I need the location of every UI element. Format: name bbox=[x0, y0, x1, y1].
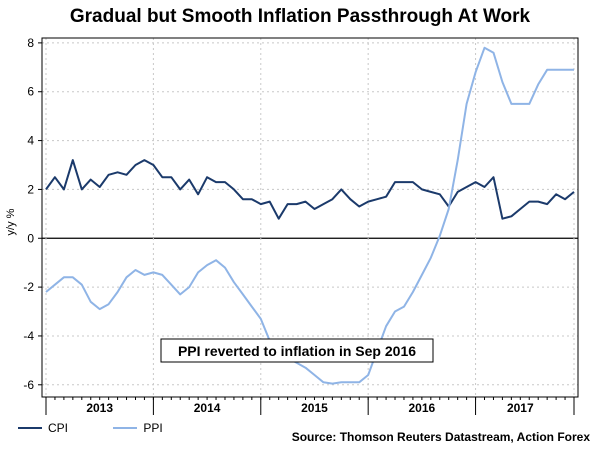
x-year-label: 2013 bbox=[86, 401, 113, 415]
legend-item-ppi: PPI bbox=[113, 421, 163, 435]
legend: CPI PPI bbox=[18, 418, 205, 435]
legend-label-cpi: CPI bbox=[48, 421, 69, 435]
legend-swatch-cpi bbox=[18, 427, 42, 429]
annotation-box bbox=[160, 338, 434, 363]
chart-title: Gradual but Smooth Inflation Passthrough… bbox=[69, 6, 531, 27]
y-tick-label: -6 bbox=[23, 378, 34, 392]
source-note: Source: Thomson Reuters Datastream, Acti… bbox=[291, 430, 590, 444]
plot-frame bbox=[41, 37, 579, 398]
series-line-ppi bbox=[45, 46, 574, 385]
annotation-text: PPI reverted to inflation in Sep 2016 bbox=[178, 343, 416, 359]
legend-swatch-ppi bbox=[113, 427, 138, 429]
y-tick-label: 4 bbox=[27, 134, 34, 148]
x-year-label: 2017 bbox=[507, 401, 534, 415]
legend-item-cpi: CPI bbox=[18, 421, 68, 435]
y-tick-label: 8 bbox=[27, 36, 34, 50]
y-tick-label: 0 bbox=[27, 231, 34, 245]
y-tick-label: -2 bbox=[23, 280, 34, 294]
legend-label-ppi: PPI bbox=[143, 421, 163, 435]
x-year-label: 2015 bbox=[301, 401, 328, 415]
y-tick-label: -4 bbox=[23, 329, 34, 343]
grid-layer bbox=[42, 38, 578, 397]
annotation-layer: PPI reverted to inflation in Sep 2016 bbox=[160, 338, 434, 363]
series-layer bbox=[45, 46, 575, 385]
axis-layer: 8 6 4 2 0 -2 -4 -6 2013 2014 2015 2016 2017 bbox=[23, 36, 579, 415]
y-tick-label: 2 bbox=[27, 182, 34, 196]
x-year-label: 2014 bbox=[194, 401, 221, 415]
y-axis-label: y/y % bbox=[5, 208, 17, 235]
series-line-cpi bbox=[45, 159, 575, 220]
x-year-label: 2016 bbox=[409, 401, 436, 415]
y-tick-label: 6 bbox=[27, 85, 34, 99]
